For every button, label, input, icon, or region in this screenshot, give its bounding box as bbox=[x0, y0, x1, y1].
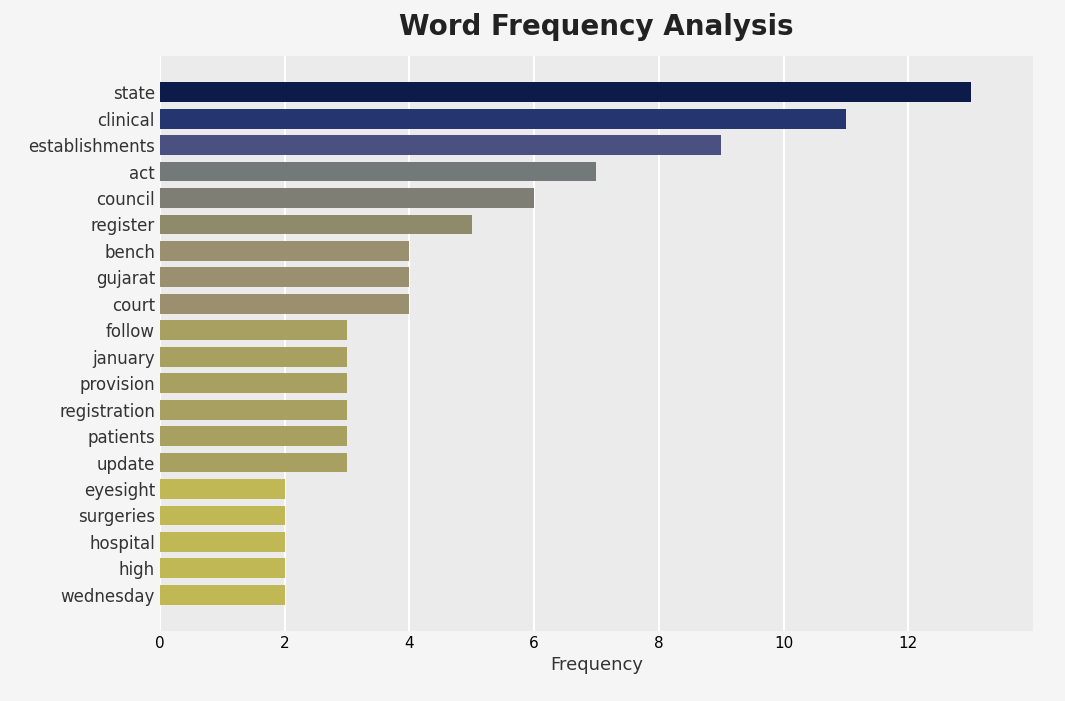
Bar bbox=[160, 215, 472, 234]
X-axis label: Frequency: Frequency bbox=[550, 656, 643, 674]
Bar bbox=[160, 109, 846, 128]
Bar bbox=[160, 135, 721, 155]
Bar bbox=[160, 373, 347, 393]
Bar bbox=[160, 505, 284, 525]
Bar bbox=[160, 267, 409, 287]
Bar bbox=[160, 162, 596, 182]
Bar bbox=[160, 241, 409, 261]
Bar bbox=[160, 320, 347, 340]
Bar bbox=[160, 188, 534, 208]
Bar bbox=[160, 453, 347, 472]
Bar bbox=[160, 585, 284, 605]
Bar bbox=[160, 347, 347, 367]
Bar bbox=[160, 294, 409, 314]
Bar bbox=[160, 426, 347, 446]
Bar bbox=[160, 82, 970, 102]
Bar bbox=[160, 532, 284, 552]
Title: Word Frequency Analysis: Word Frequency Analysis bbox=[399, 13, 793, 41]
Bar bbox=[160, 400, 347, 420]
Bar bbox=[160, 559, 284, 578]
Bar bbox=[160, 479, 284, 499]
